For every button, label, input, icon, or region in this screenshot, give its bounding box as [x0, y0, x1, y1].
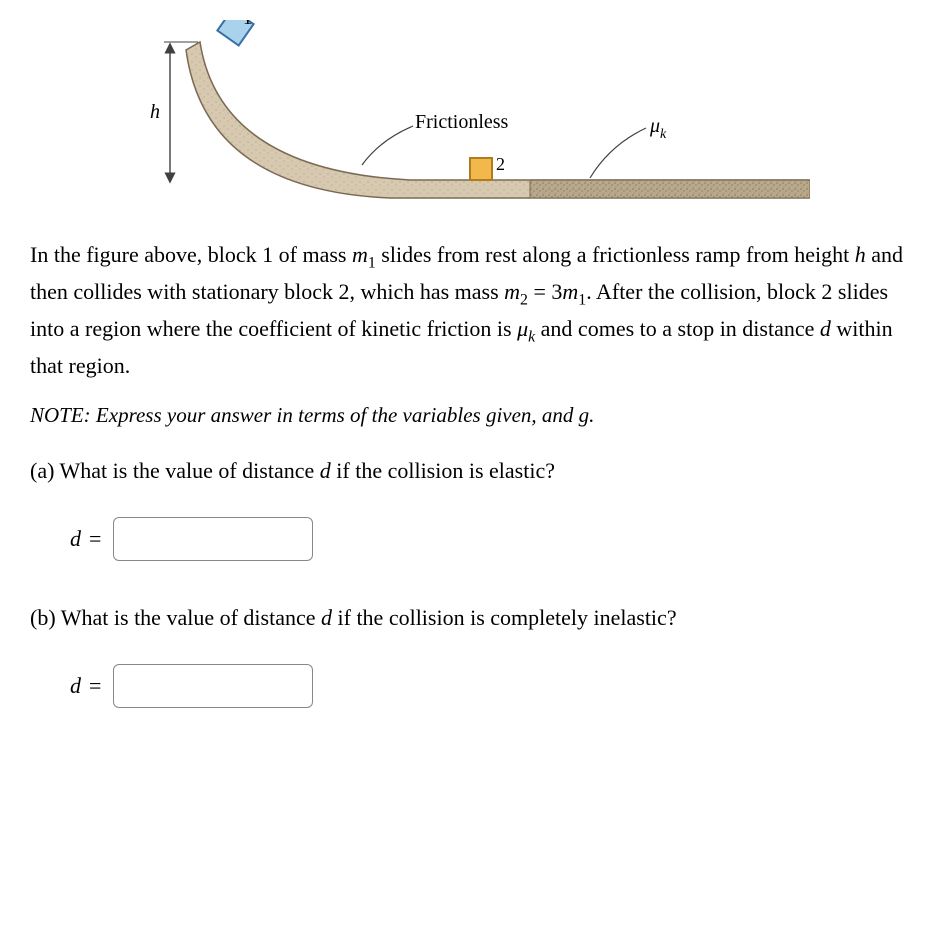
- answer-row-b: d =: [70, 664, 918, 708]
- physics-figure: 1 2 Frictionless μk h: [110, 20, 810, 220]
- friction-region: [530, 180, 810, 198]
- answer-b-lhs: d: [70, 669, 81, 702]
- block-2: [470, 158, 492, 180]
- frictionless-label: Frictionless: [415, 111, 509, 133]
- question-b: (b) What is the value of distance d if t…: [30, 601, 918, 634]
- frictionless-leader: [362, 126, 413, 165]
- answer-a-input[interactable]: [113, 517, 313, 561]
- note-text: NOTE: Express your answer in terms of th…: [30, 400, 918, 432]
- answer-a-eq: =: [89, 522, 101, 555]
- answer-a-lhs: d: [70, 522, 81, 555]
- height-label: h: [150, 101, 160, 123]
- answer-row-a: d =: [70, 517, 918, 561]
- block-1-label: 1: [243, 20, 252, 28]
- answer-b-input[interactable]: [113, 664, 313, 708]
- mu-k-label: μk: [649, 115, 667, 142]
- block-2-label: 2: [496, 154, 505, 174]
- question-a: (a) What is the value of distance d if t…: [30, 454, 918, 487]
- answer-b-eq: =: [89, 669, 101, 702]
- svg-text:μk: μk: [649, 115, 667, 142]
- mu-leader: [590, 128, 646, 178]
- problem-statement: In the figure above, block 1 of mass m1 …: [30, 238, 918, 382]
